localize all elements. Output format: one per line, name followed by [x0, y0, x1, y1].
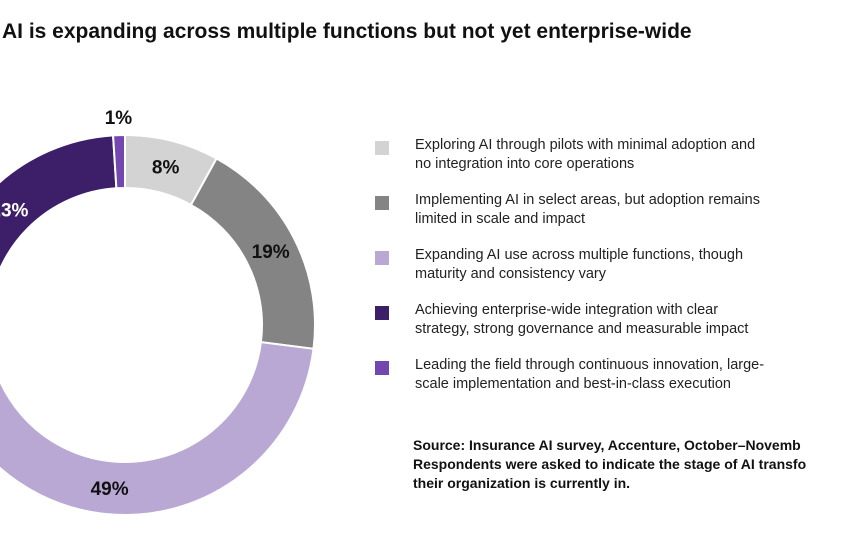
- legend-swatch: [375, 141, 389, 155]
- source-line: their organization is currently in.: [413, 475, 631, 491]
- legend-label: Exploring AI through pilots with minimal…: [415, 137, 756, 172]
- slice-value-label: 1%: [105, 108, 133, 129]
- donut-slice: [112, 133, 126, 190]
- legend-item: Exploring AI through pilots with minimal…: [375, 136, 845, 191]
- legend-label: Expanding AI use across multiple functio…: [415, 247, 744, 282]
- legend-label: Leading the field through continuous inn…: [415, 357, 765, 392]
- legend-label: Implementing AI in select areas, but ado…: [415, 192, 760, 227]
- source-line: Respondents were asked to indicate the s…: [413, 456, 807, 472]
- legend-swatch: [375, 251, 389, 265]
- slice-value-label: 49%: [91, 479, 129, 500]
- source-line: Source: Insurance AI survey, Accenture, …: [413, 437, 801, 453]
- legend-swatch: [375, 306, 389, 320]
- chart-title: AI is expanding across multiple function…: [2, 20, 692, 43]
- legend-item: Expanding AI use across multiple functio…: [375, 246, 845, 301]
- legend-swatch: [375, 361, 389, 375]
- donut-slice: [0, 341, 315, 517]
- source-note: Source: Insurance AI survey, Accenture, …: [413, 436, 850, 493]
- legend-item: Achieving enterprise-wide integration wi…: [375, 301, 845, 356]
- legend-swatch: [375, 196, 389, 210]
- legend-item: Implementing AI in select areas, but ado…: [375, 191, 845, 246]
- donut-slice: [0, 134, 118, 272]
- slice-value-label: 19%: [252, 242, 290, 263]
- legend: Exploring AI through pilots with minimal…: [375, 136, 845, 411]
- legend-label: Achieving enterprise-wide integration wi…: [415, 302, 749, 337]
- slice-value-label: 23%: [0, 200, 29, 221]
- legend-item: Leading the field through continuous inn…: [375, 356, 845, 411]
- slice-value-label: 8%: [152, 158, 180, 179]
